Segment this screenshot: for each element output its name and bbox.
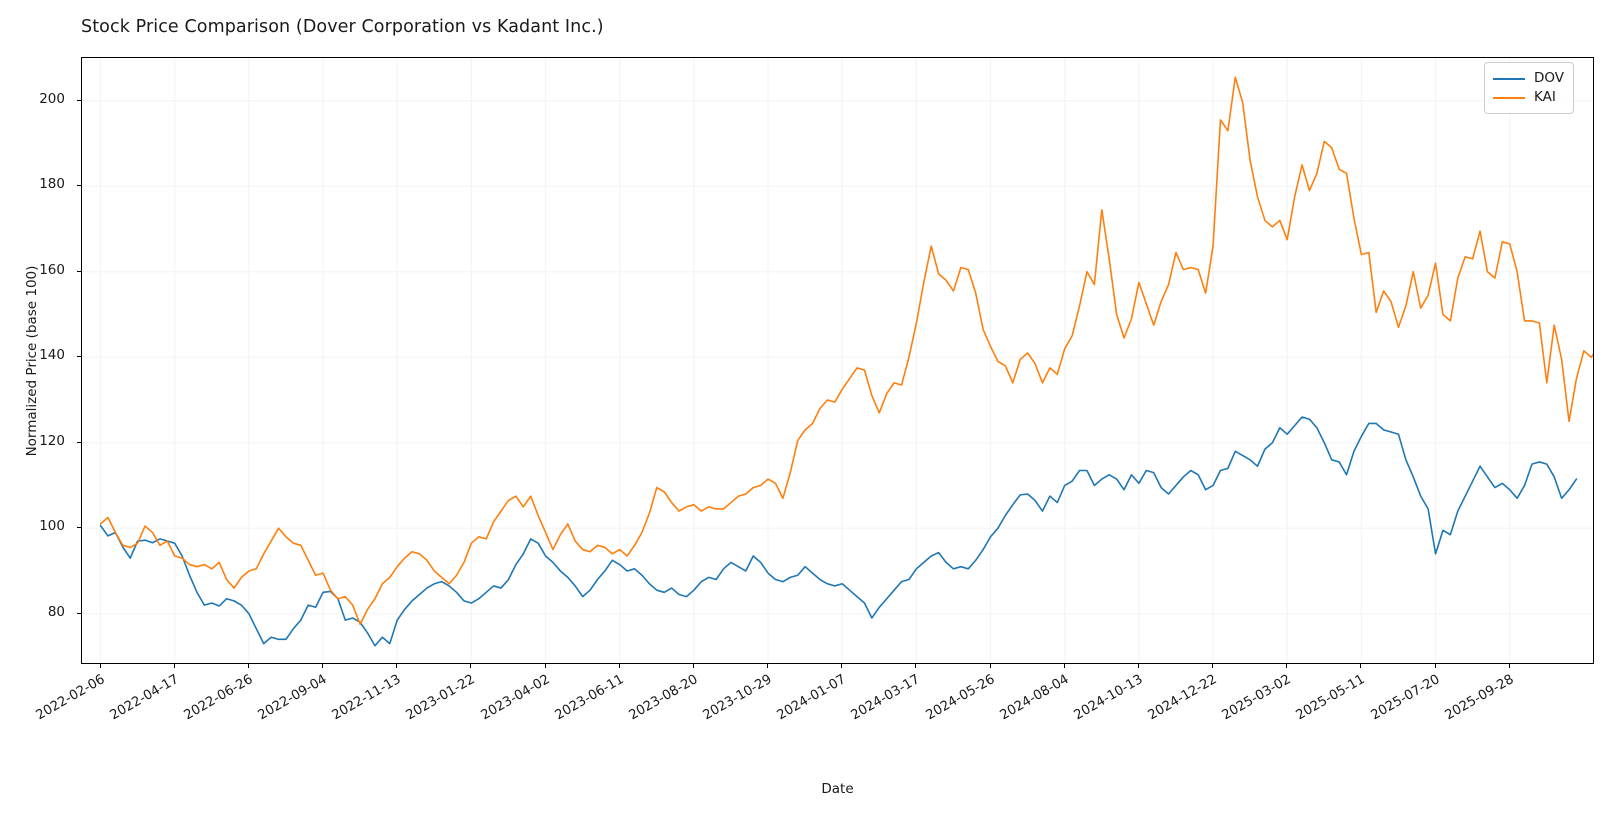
- y-tick-label: 140: [39, 347, 65, 364]
- x-axis-label: Date: [821, 781, 854, 797]
- y-tick-label: 180: [39, 176, 65, 193]
- y-tick-mark: [77, 99, 81, 101]
- x-tick-mark: [989, 664, 991, 668]
- legend-item-kai[interactable]: KAI: [1493, 88, 1564, 107]
- legend-color-swatch: [1493, 77, 1525, 80]
- gridlines: [82, 58, 1593, 663]
- y-tick-label: 120: [39, 432, 65, 449]
- x-tick-mark: [1063, 664, 1065, 668]
- y-tick-mark: [77, 527, 81, 529]
- x-tick-mark: [692, 664, 694, 668]
- x-tick-mark: [470, 664, 472, 668]
- x-tick-mark: [915, 664, 917, 668]
- x-tick-mark: [618, 664, 620, 668]
- chart-legend: DOV KAI: [1484, 62, 1575, 114]
- page-title: Stock Price Comparison (Dover Corporatio…: [81, 17, 604, 37]
- x-tick-mark: [1434, 664, 1436, 668]
- y-tick-mark: [77, 356, 81, 358]
- y-tick-label: 160: [39, 261, 65, 278]
- legend-color-swatch: [1493, 96, 1525, 99]
- series-lines: [99, 76, 1593, 647]
- x-tick-mark: [1212, 664, 1214, 668]
- x-tick-mark: [1360, 664, 1362, 668]
- x-tick-mark: [1286, 664, 1288, 668]
- legend-item-dov[interactable]: DOV: [1493, 69, 1564, 88]
- plot-area: [81, 57, 1594, 664]
- x-tick-mark: [841, 664, 843, 668]
- x-tick-mark: [173, 664, 175, 668]
- x-tick-mark: [767, 664, 769, 668]
- y-tick-mark: [77, 612, 81, 614]
- x-tick-mark: [1508, 664, 1510, 668]
- y-tick-mark: [77, 441, 81, 443]
- y-tick-mark: [77, 270, 81, 272]
- series-line-dov: [99, 416, 1578, 647]
- series-line-kai: [99, 76, 1593, 626]
- plot-lines: [82, 58, 1593, 663]
- x-tick-mark: [544, 664, 546, 668]
- legend-label: DOV: [1534, 70, 1565, 86]
- legend-label: KAI: [1534, 89, 1556, 105]
- y-tick-label: 80: [47, 603, 65, 620]
- x-tick-mark: [99, 664, 101, 668]
- y-tick-label: 100: [39, 518, 65, 535]
- x-tick-mark: [1137, 664, 1139, 668]
- x-tick-mark: [247, 664, 249, 668]
- x-tick-mark: [322, 664, 324, 668]
- x-tick-mark: [396, 664, 398, 668]
- y-tick-mark: [77, 185, 81, 187]
- y-tick-label: 200: [39, 90, 65, 107]
